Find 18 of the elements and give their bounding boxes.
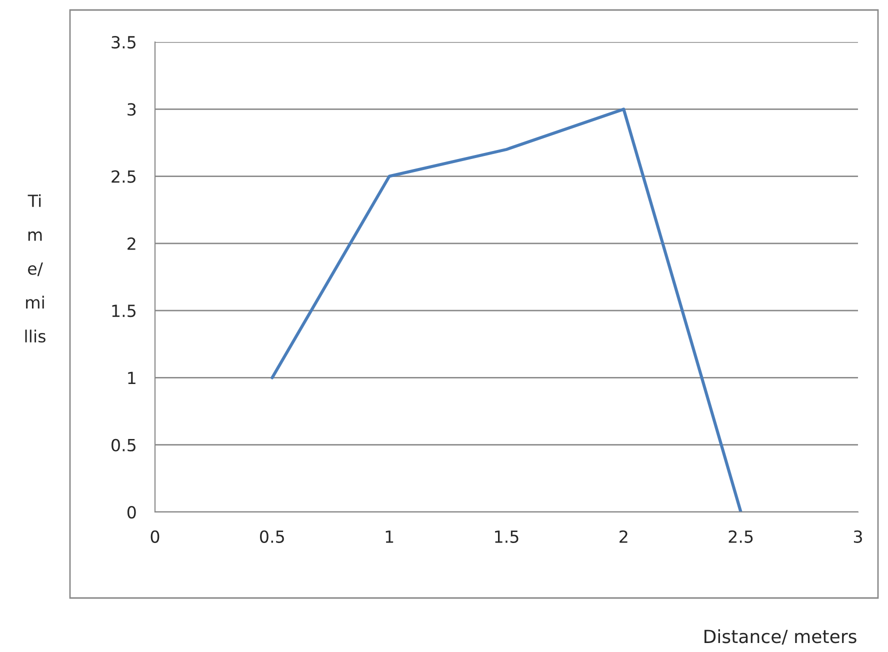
y-tick-label: 2.5 — [112, 170, 136, 183]
x-tick-label: 1.5 — [495, 530, 518, 543]
y-tick-label: 0.5 — [112, 438, 136, 452]
y-tick-label: 1.5 — [112, 304, 136, 318]
y-tick-label: 2 — [128, 237, 136, 250]
x-tick-label: 3 — [854, 530, 862, 543]
x-tick-label: 2 — [620, 530, 628, 543]
x-tick-label: 2.5 — [728, 530, 753, 543]
x-tick-label: 1 — [386, 530, 394, 543]
y-tick-label: 3.5 — [112, 36, 136, 49]
y-tick-label: 1 — [128, 372, 136, 384]
text: Ti m e/ mi llis — [25, 194, 46, 343]
line-series — [270, 108, 742, 512]
y-tick-label: 0 — [127, 506, 136, 519]
y-tick-label: 3 — [128, 103, 136, 116]
x-axis-title: Distance/ meters — [704, 629, 856, 645]
x-tick-label: 0.5 — [260, 530, 284, 543]
x-tick-label: 0 — [150, 530, 160, 543]
